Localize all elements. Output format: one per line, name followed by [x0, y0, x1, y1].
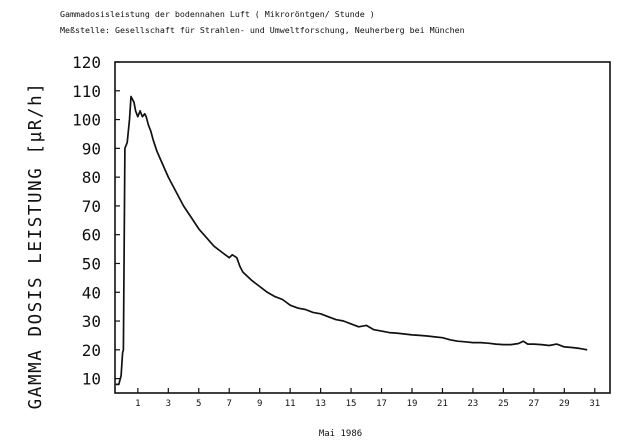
y-tick-label: 90 [82, 139, 101, 158]
x-tick-label: 3 [166, 399, 171, 409]
chart-subtitle: Meßstelle: Gesellschaft für Strahlen- un… [60, 25, 465, 35]
series-line [115, 95, 588, 386]
y-tick-label: 20 [82, 341, 101, 360]
y-tick-label: 80 [82, 168, 101, 187]
y-tick-label: 100 [72, 111, 101, 130]
x-tick-label: 7 [227, 399, 232, 409]
x-tick-label: 19 [407, 399, 418, 409]
x-tick-label: 13 [315, 399, 326, 409]
x-tick-label: 11 [285, 399, 296, 409]
x-tick-label: 29 [559, 399, 570, 409]
x-tick-label: 25 [498, 399, 509, 409]
x-tick-label: 31 [589, 399, 600, 409]
x-tick-label: 23 [468, 399, 479, 409]
y-tick-label: 70 [82, 197, 101, 216]
y-tick-label: 50 [82, 254, 101, 273]
x-axis-label: Mai 1986 [319, 429, 362, 439]
y-tick-label: 60 [82, 226, 101, 245]
chart-title: Gammadosisleistung der bodennahen Luft (… [60, 9, 375, 19]
y-tick-label: 10 [82, 370, 101, 389]
y-tick-label: 110 [72, 82, 101, 101]
x-tick-label: 5 [196, 399, 201, 409]
x-tick-label: 9 [257, 399, 262, 409]
y-tick-label: 30 [82, 312, 101, 331]
x-tick-label: 21 [437, 399, 448, 409]
x-tick-label: 15 [346, 399, 357, 409]
x-tick-label: 27 [528, 399, 539, 409]
y-tick-label: 40 [82, 283, 101, 302]
x-tick-label: 1 [135, 399, 140, 409]
x-tick-label: 17 [376, 399, 387, 409]
y-axis-label: GAMMA DOSIS LEISTUNG [µR/h] [26, 82, 46, 410]
plot-frame [114, 61, 611, 394]
y-tick-label: 120 [72, 53, 101, 72]
